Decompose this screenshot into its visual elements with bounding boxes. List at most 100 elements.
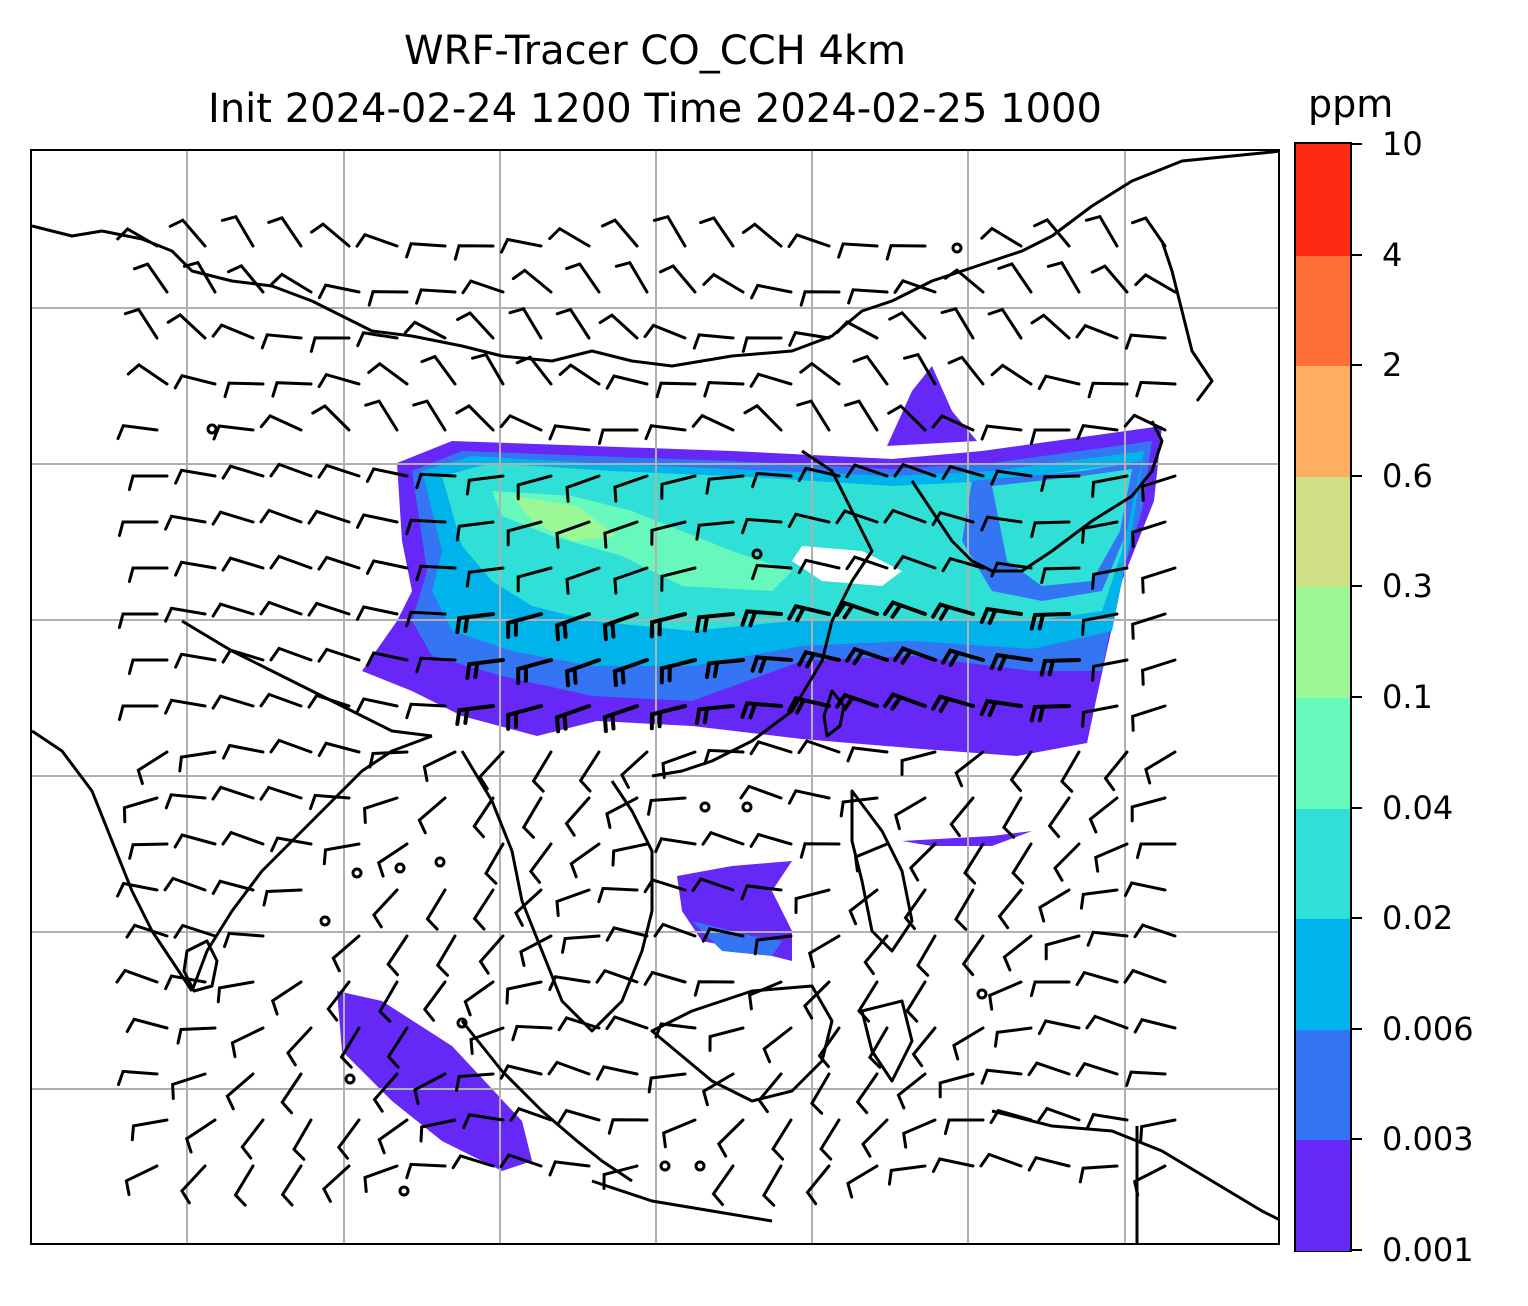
wind-barb: [499, 413, 543, 432]
wind-barb: [694, 704, 735, 726]
wind-barb: [749, 740, 793, 756]
wind-barb: [605, 926, 649, 942]
wind-barb: [363, 796, 399, 824]
wind-barb: [694, 612, 735, 634]
coast-india-west: [32, 729, 194, 992]
calm-wind-marker: [741, 801, 753, 813]
wind-barb: [905, 980, 927, 1023]
colorbar-tick: [1352, 806, 1362, 809]
wind-barb: [1029, 428, 1071, 445]
wind-barb: [845, 463, 889, 479]
wind-barb: [797, 558, 841, 575]
wind-barb: [661, 1118, 697, 1149]
wind-barb: [943, 1118, 985, 1136]
wind-barb: [1091, 474, 1129, 498]
wind-barb: [1030, 520, 1071, 538]
wind-barb: [703, 381, 745, 398]
wind-barb: [979, 1152, 1023, 1168]
wind-barb: [805, 1164, 831, 1206]
wind-barb: [883, 692, 927, 711]
colorbar-tick: [1352, 1249, 1362, 1251]
wind-barb: [797, 739, 841, 755]
calm-wind-marker: [434, 856, 446, 868]
wind-barb: [620, 750, 649, 789]
wind-barb: [269, 738, 313, 754]
wind-barb: [739, 784, 783, 800]
wind-barb: [262, 888, 303, 907]
wind-barb: [1131, 704, 1167, 732]
wind-barb: [757, 1072, 783, 1114]
wind-barb: [455, 404, 495, 432]
wind-barb: [1029, 980, 1071, 998]
wind-barb: [885, 244, 927, 261]
wind-barb: [116, 881, 159, 898]
wind-barb: [478, 750, 505, 791]
wind-barb: [1011, 842, 1033, 885]
wind-barb: [931, 694, 975, 713]
wind-barb: [557, 1108, 601, 1124]
wind-barb: [980, 1068, 1023, 1085]
calm-wind-marker: [206, 423, 218, 435]
wind-barb: [355, 605, 399, 621]
coast-java: [591, 1179, 773, 1223]
wind-barb: [528, 842, 553, 884]
wind-barb: [163, 876, 207, 892]
colorbar-tick-label: 0.003: [1382, 1120, 1474, 1159]
wind-barb: [260, 333, 303, 350]
wind-barb: [751, 563, 793, 581]
wind-barb: [456, 311, 495, 340]
colorbar-segment: [1296, 697, 1350, 809]
wind-barb: [613, 474, 649, 503]
wind-barb: [954, 888, 975, 931]
wind-barb: [703, 748, 745, 766]
wind-barb: [896, 1072, 927, 1110]
wind-barb: [931, 1157, 975, 1173]
colorbar-tick: [1352, 143, 1362, 145]
wind-barb: [548, 975, 591, 992]
wind-barb: [845, 646, 889, 666]
calm-wind-marker: [751, 548, 763, 560]
wind-barb: [415, 564, 457, 582]
wind-barb: [701, 1072, 735, 1107]
wind-barb: [649, 612, 687, 639]
wind-barb: [355, 513, 399, 529]
wind-barb: [1002, 796, 1023, 839]
wind-barb: [472, 888, 495, 931]
wind-barb: [516, 474, 553, 501]
wind-barb: [122, 796, 159, 824]
calm-wind-marker: [344, 1073, 356, 1085]
wind-barb: [691, 877, 735, 893]
wind-barb: [311, 404, 351, 432]
wind-barb: [658, 264, 697, 294]
wind-barb: [750, 283, 793, 300]
wind-barb: [941, 648, 985, 667]
wind-barb: [558, 363, 601, 386]
wind-barb: [555, 888, 591, 917]
wind-barb: [117, 612, 159, 629]
wind-barb: [462, 1113, 505, 1130]
wind-barb: [699, 216, 735, 248]
colorbar-segment: [1296, 1139, 1350, 1251]
wind-barb: [643, 970, 687, 986]
wind-barb: [938, 1072, 975, 1099]
coast-korea-japan: [910, 420, 1164, 573]
wind-barb: [127, 474, 169, 491]
wind-barb: [125, 923, 169, 939]
colorbar-segment: [1296, 918, 1350, 1030]
coast-newguinea: [991, 1109, 1278, 1221]
wind-barb: [548, 424, 591, 441]
tracer-plume-layer: [337, 366, 1162, 1171]
wind-barb: [847, 288, 889, 305]
wind-barb: [741, 336, 783, 353]
colorbar-tick: [1352, 364, 1362, 367]
wind-barb: [548, 226, 591, 248]
wind-barb: [180, 1164, 207, 1205]
wind-barb: [1141, 566, 1177, 594]
colorbar-tick: [1352, 1138, 1362, 1141]
wind-barb: [1123, 968, 1167, 984]
wind-barb: [600, 218, 639, 248]
wind-barb: [643, 878, 687, 894]
colorbar-tick-label: 0.6: [1382, 456, 1433, 495]
wind-barb: [649, 704, 687, 731]
wind-barb: [1135, 842, 1177, 860]
